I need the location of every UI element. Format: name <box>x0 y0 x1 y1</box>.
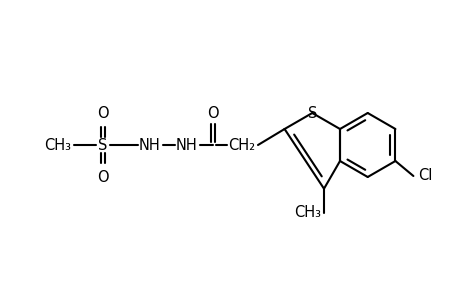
Text: S: S <box>307 106 316 121</box>
Text: CH₂: CH₂ <box>228 137 255 152</box>
Text: O: O <box>207 106 218 121</box>
Text: CH₃: CH₃ <box>45 137 71 152</box>
Text: Cl: Cl <box>417 169 431 184</box>
Text: CH₃: CH₃ <box>294 206 321 220</box>
Text: NH: NH <box>139 137 161 152</box>
Text: S: S <box>98 137 107 152</box>
Text: NH: NH <box>176 137 197 152</box>
Text: O: O <box>97 106 109 121</box>
Text: O: O <box>97 169 109 184</box>
